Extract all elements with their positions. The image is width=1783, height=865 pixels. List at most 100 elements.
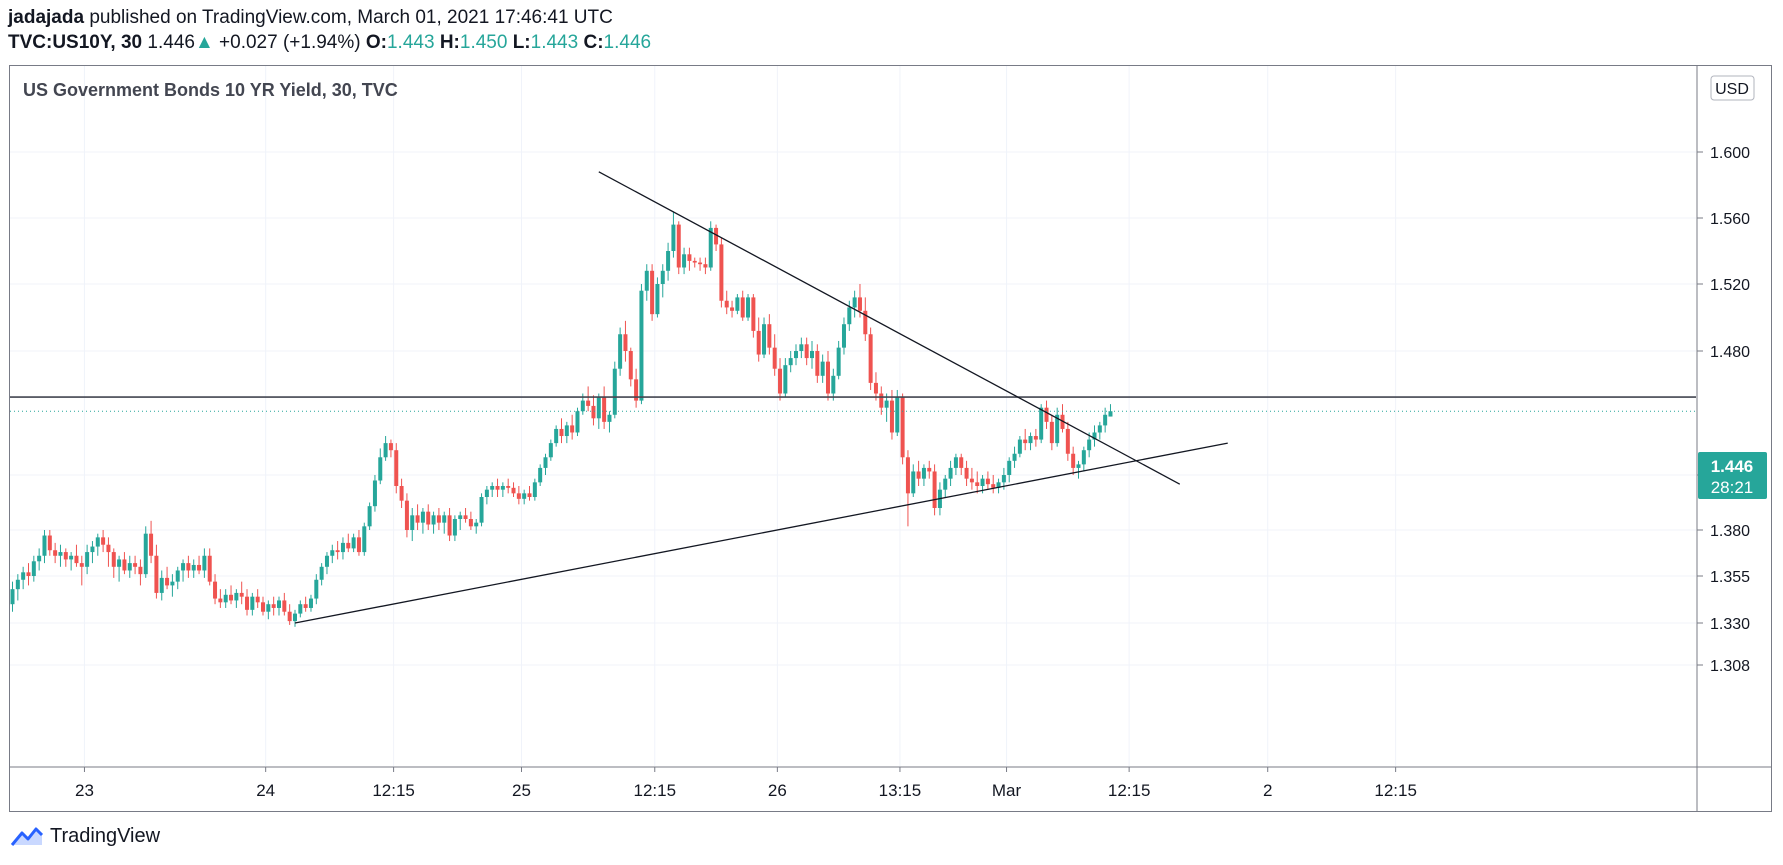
candle (794, 344, 799, 366)
time-tick-label: 24 (256, 781, 275, 800)
candle (724, 290, 729, 315)
candle (991, 475, 996, 494)
candle (367, 502, 372, 530)
candle (117, 555, 122, 582)
candle-body (463, 515, 468, 519)
change-value: +0.027 (+1.94%) (219, 32, 361, 53)
candle-body (564, 425, 569, 437)
candle-body (538, 467, 543, 483)
candle-body (639, 290, 644, 401)
candle (490, 482, 495, 497)
candle (602, 386, 607, 429)
candle (266, 600, 271, 620)
candle-body (735, 297, 740, 311)
candle (1065, 421, 1070, 461)
candle (548, 439, 553, 461)
low-value: 1.443 (530, 32, 579, 53)
candle-body (15, 579, 20, 590)
candle (229, 585, 234, 605)
candle-body (586, 400, 591, 406)
candle (90, 541, 95, 564)
candle (436, 508, 441, 530)
candle-body (559, 428, 564, 437)
price-tick-label: 1.380 (1710, 523, 1750, 540)
candle (708, 221, 713, 271)
candle (271, 596, 276, 616)
candle-body (362, 526, 367, 553)
candle-body (95, 537, 100, 547)
candle-body (847, 307, 852, 325)
time-tick-label: 13:15 (879, 781, 922, 800)
candle (213, 574, 218, 605)
candle (31, 555, 36, 582)
candle (223, 589, 228, 608)
candle-body (1065, 428, 1070, 454)
candle-body (682, 254, 687, 268)
candle (143, 526, 148, 578)
candle (399, 478, 404, 508)
candle (133, 555, 138, 575)
candle-body (484, 489, 489, 497)
candle (324, 552, 329, 575)
currency-box[interactable] (1710, 75, 1755, 101)
candle-body (1108, 411, 1113, 417)
candle (319, 563, 324, 586)
candle (554, 425, 559, 447)
candle (415, 504, 420, 530)
candle-body (1087, 439, 1092, 451)
price-tick-label: 1.308 (1710, 658, 1750, 675)
candle-body (852, 297, 857, 308)
price-tick-label: 1.355 (1710, 569, 1750, 586)
candle-body (660, 270, 665, 284)
candle (234, 589, 239, 608)
published-text: published on TradingView.com, March 01, … (89, 7, 613, 28)
candle-body (804, 344, 809, 359)
candle-body (746, 297, 751, 318)
candle-body (1092, 432, 1097, 440)
last-value: 1.446 (147, 32, 195, 53)
trendline-ascending-support[interactable] (294, 442, 1228, 624)
candle-body (149, 533, 154, 556)
candle-body (383, 443, 388, 458)
candle (21, 566, 26, 590)
candle (308, 594, 313, 612)
candle (607, 411, 612, 433)
candle (356, 530, 361, 556)
candle-body (277, 600, 281, 608)
candle (836, 340, 841, 380)
candle (351, 533, 356, 553)
candle-body (1103, 414, 1108, 426)
candle-body (159, 577, 164, 593)
author-name[interactable]: jadajada (8, 7, 85, 28)
candle (655, 277, 660, 318)
candle (948, 460, 953, 486)
chart-frame[interactable] (9, 65, 1772, 812)
time-tick-label: 2 (1263, 781, 1272, 800)
currency-badge[interactable]: USD (1710, 75, 1755, 101)
brand-name[interactable]: TradingView (50, 824, 161, 847)
candle-body (324, 555, 329, 567)
price-tick-label: 1.600 (1710, 145, 1750, 162)
candle-body (399, 486, 404, 501)
high-label: H: (439, 32, 460, 53)
time-tick-label: 12:15 (1108, 781, 1151, 800)
candle-body (948, 467, 953, 479)
symbol-label: TVC:US10Y, 30 (8, 32, 143, 53)
tradingview-logo-icon[interactable] (10, 825, 44, 847)
trendline-descending-resistance[interactable] (598, 171, 1181, 485)
candle (692, 257, 697, 268)
candle-body (431, 515, 436, 525)
candle-body (394, 450, 399, 486)
candle-body (953, 457, 958, 468)
candle-body (959, 457, 964, 468)
candle (879, 386, 884, 415)
open-value: 1.443 (386, 32, 435, 53)
candle (767, 314, 772, 355)
chart-grid (10, 66, 1696, 766)
candle (170, 574, 175, 597)
candle (1092, 425, 1097, 447)
candle-body (372, 480, 377, 507)
candle-body (468, 519, 473, 527)
candle (911, 464, 916, 497)
